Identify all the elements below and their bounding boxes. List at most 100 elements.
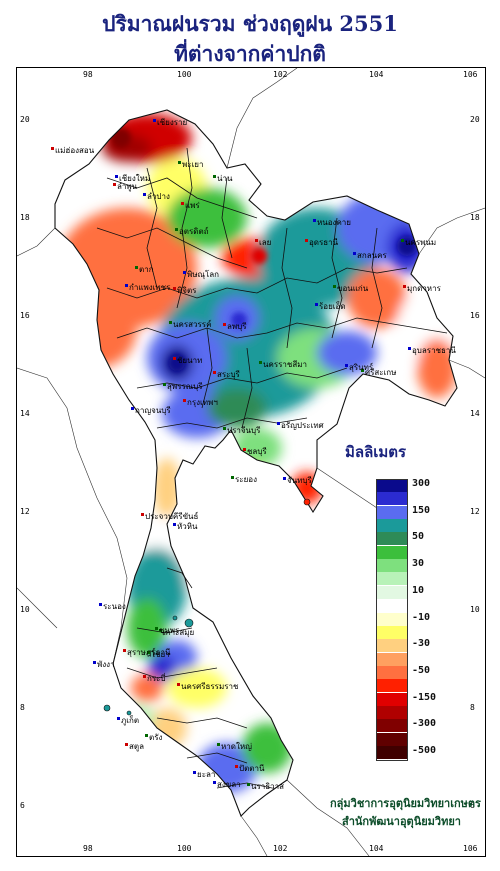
station-dot bbox=[255, 239, 258, 242]
station-dot bbox=[247, 783, 250, 786]
place-label: กำแพงเพชร bbox=[129, 283, 171, 292]
place-label: หนองคาย bbox=[317, 218, 351, 227]
map-title-line1: ปริมาณฝนรวม ช่วงฤดูฝน 2551 bbox=[102, 11, 398, 36]
station-dot bbox=[159, 629, 162, 632]
station-dot bbox=[305, 239, 308, 242]
station-dot bbox=[193, 771, 196, 774]
place-label: เลย bbox=[259, 238, 272, 247]
place-label: สระบุรี bbox=[217, 370, 240, 379]
station-dot bbox=[277, 422, 280, 425]
place-label: ยะลา bbox=[197, 770, 216, 779]
station-dot bbox=[93, 661, 96, 664]
place-label: กระบี่ bbox=[147, 674, 166, 683]
station-dot bbox=[183, 271, 186, 274]
legend-label: -500 bbox=[412, 745, 437, 756]
station-dot bbox=[223, 427, 226, 430]
station-dot bbox=[283, 477, 286, 480]
place-label: ปราจีนบุรี bbox=[227, 426, 261, 435]
legend-label: 10 bbox=[412, 584, 425, 596]
place-label: มุกดาหาร bbox=[407, 284, 441, 293]
place-label: เชียงราย bbox=[157, 118, 188, 127]
legend-label: 150 bbox=[412, 504, 431, 516]
station-dot bbox=[155, 627, 158, 630]
lon-tick-top: 100 bbox=[177, 70, 192, 79]
station-dot bbox=[173, 523, 176, 526]
place-label: จันทบุรี bbox=[287, 476, 312, 485]
station-dot bbox=[163, 383, 166, 386]
thailand-borders bbox=[54, 109, 458, 817]
station-dot bbox=[401, 239, 404, 242]
lat-tick-left: 10 bbox=[20, 605, 30, 614]
place-label: สงขลา bbox=[217, 780, 241, 789]
place-label: น่าน bbox=[217, 174, 233, 183]
legend-label: 50 bbox=[412, 531, 425, 543]
station-dot bbox=[223, 323, 226, 326]
station-dot bbox=[125, 284, 128, 287]
lat-tick-right: 18 bbox=[470, 213, 480, 222]
lat-tick-right: 16 bbox=[470, 311, 480, 320]
place-label: นครพนม bbox=[405, 238, 437, 247]
station-dot bbox=[147, 651, 150, 654]
lat-tick-right: 6 bbox=[470, 801, 475, 810]
station-dot bbox=[353, 252, 356, 255]
place-label: พังงา bbox=[97, 660, 115, 669]
legend-label: -300 bbox=[412, 718, 437, 730]
lat-tick-right: 8 bbox=[470, 703, 475, 712]
place-label: ชุมพร bbox=[159, 626, 180, 635]
legend-border bbox=[376, 479, 408, 762]
station-dot bbox=[173, 287, 176, 290]
legend-label: -150 bbox=[412, 691, 437, 703]
station-dot bbox=[175, 228, 178, 231]
lon-tick-top: 98 bbox=[83, 70, 93, 79]
place-label: แม่ฮ่องสอน bbox=[55, 146, 95, 155]
place-label: อุบลราชธานี bbox=[412, 346, 456, 355]
lon-tick-bottom: 104 bbox=[369, 844, 384, 853]
place-label: ลำปาง bbox=[147, 192, 170, 201]
legend-label: -10 bbox=[412, 611, 431, 623]
legend-label: 300 bbox=[412, 478, 431, 489]
lat-tick-right: 14 bbox=[470, 409, 480, 418]
station-dot bbox=[333, 285, 336, 288]
place-label: สุรินทร์ bbox=[349, 363, 374, 372]
place-label: อรัญประเทศ bbox=[281, 421, 324, 430]
station-dot bbox=[361, 369, 364, 372]
place-label: แพร่ bbox=[185, 201, 200, 210]
station-dot bbox=[315, 303, 318, 306]
place-label: พิษณุโลก bbox=[187, 270, 220, 279]
place-label: สกลนคร bbox=[357, 251, 387, 260]
lon-tick-top: 106 bbox=[463, 70, 478, 79]
station-dot bbox=[213, 781, 216, 784]
place-label: ตรัง bbox=[149, 733, 163, 742]
place-label: นครสวรรค์ bbox=[173, 320, 212, 329]
lat-tick-left: 12 bbox=[20, 507, 30, 516]
credit-line2: สำนักพัฒนาอุตุนิยมวิทยา bbox=[342, 815, 461, 828]
place-label: ลพบุรี bbox=[227, 322, 247, 331]
station-dot bbox=[313, 219, 316, 222]
station-dot bbox=[145, 734, 148, 737]
lat-tick-left: 8 bbox=[20, 703, 25, 712]
lat-tick-left: 16 bbox=[20, 311, 30, 320]
lon-tick-top: 104 bbox=[369, 70, 384, 79]
place-label: พะเยา bbox=[182, 160, 204, 169]
map-frame: เชียงราย แม่ฮ่องสอน พะเยา เชียงใหม่ ลำพูน น่า… bbox=[16, 67, 486, 857]
station-dot bbox=[123, 649, 126, 652]
station-markers bbox=[51, 119, 411, 786]
lat-tick-left: 14 bbox=[20, 409, 30, 418]
place-label: พิจิตร bbox=[177, 286, 197, 295]
station-dot bbox=[125, 743, 128, 746]
lat-tick-left: 20 bbox=[20, 115, 30, 124]
place-label: สุพรรณบุรี bbox=[167, 382, 203, 391]
station-dot bbox=[153, 119, 156, 122]
place-label: ชัยนาท bbox=[177, 356, 203, 365]
lon-tick-bottom: 106 bbox=[463, 844, 478, 853]
place-label: นครราชสีมา bbox=[263, 360, 307, 369]
place-label: ไชยา bbox=[151, 650, 170, 659]
station-dot bbox=[235, 765, 238, 768]
lat-tick-left: 6 bbox=[20, 801, 25, 810]
station-dot bbox=[51, 147, 54, 150]
station-dot bbox=[173, 357, 176, 360]
place-label: หาดใหญ่ bbox=[221, 742, 252, 751]
credit-line1: กลุ่มวิชาการอุตุนิยมวิทยาเกษตร bbox=[330, 797, 481, 810]
station-dot bbox=[408, 347, 411, 350]
lon-tick-bottom: 102 bbox=[273, 844, 288, 853]
